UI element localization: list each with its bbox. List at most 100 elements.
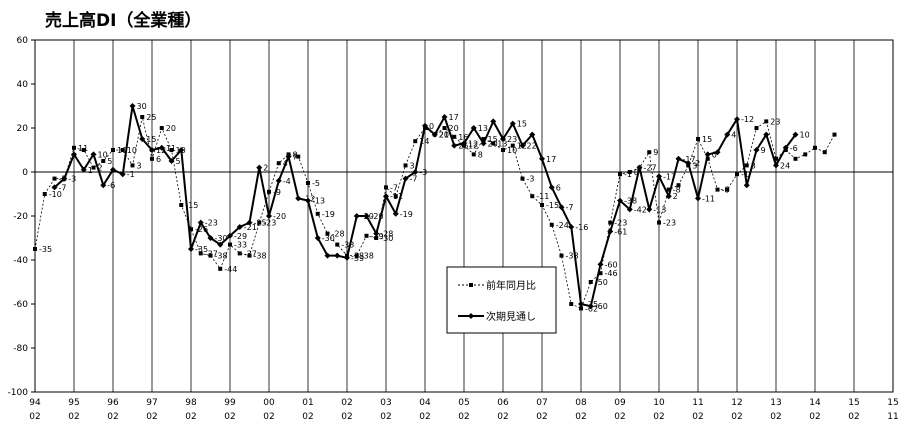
- point-yoy: [803, 152, 808, 157]
- point-yoy: [735, 172, 739, 177]
- data-label: -39: [351, 254, 364, 263]
- data-label: 2: [263, 164, 268, 173]
- x-tick-label: 06: [497, 398, 509, 408]
- point-outlook: [149, 147, 155, 153]
- data-label: -2: [692, 159, 700, 168]
- data-label: 0: [712, 150, 717, 159]
- point-outlook: [100, 182, 107, 189]
- data-label: -42: [634, 205, 647, 214]
- x-tick-label: 15: [887, 398, 898, 408]
- y-tick-label: -80: [13, 344, 28, 354]
- point-yoy: [169, 148, 174, 152]
- point-yoy: [549, 222, 554, 227]
- point-yoy: [189, 227, 193, 232]
- point-outlook: [256, 164, 263, 171]
- data-label: 10: [800, 131, 810, 140]
- point-yoy: [520, 176, 525, 181]
- legend-label-yoy: 前年同月比: [486, 279, 536, 292]
- chart-grid: [35, 40, 893, 392]
- point-outlook: [782, 144, 789, 151]
- point-outlook: [314, 235, 321, 241]
- point-outlook: [207, 235, 214, 241]
- point-outlook: [743, 182, 750, 189]
- x-sub-label: 02: [575, 412, 586, 422]
- point-yoy: [647, 150, 652, 155]
- legend-marker-yoy: [469, 283, 473, 287]
- point-outlook: [451, 142, 458, 149]
- point-outlook: [373, 230, 380, 237]
- point-outlook: [197, 219, 204, 226]
- data-label: -38: [254, 252, 267, 261]
- y-tick-label: -20: [13, 212, 28, 222]
- data-label: 2: [98, 164, 103, 173]
- point-outlook: [587, 303, 594, 310]
- x-sub-label: 02: [107, 412, 118, 422]
- point-yoy: [247, 253, 252, 258]
- legend-marker-outlook: [468, 313, 474, 319]
- data-label: 3: [137, 161, 142, 170]
- point-outlook: [119, 171, 126, 178]
- data-label: -28: [332, 230, 345, 239]
- data-label: 15: [488, 135, 498, 144]
- x-sub-label: 02: [731, 412, 742, 422]
- point-outlook: [500, 136, 506, 142]
- data-label: 6: [556, 183, 561, 192]
- x-tick-label: 03: [380, 398, 391, 408]
- point-outlook: [51, 184, 58, 191]
- point-outlook: [558, 204, 565, 211]
- data-label: 23: [770, 117, 780, 126]
- data-label: -20: [361, 212, 374, 221]
- data-label: -3: [68, 175, 76, 184]
- point-yoy: [676, 183, 681, 188]
- point-yoy: [744, 163, 749, 168]
- x-sub-label: 02: [848, 412, 859, 422]
- point-yoy: [354, 253, 359, 258]
- point-yoy: [276, 161, 281, 166]
- point-yoy: [754, 126, 759, 130]
- point-yoy: [140, 115, 145, 119]
- data-label: 25: [146, 113, 156, 122]
- data-label: -26: [195, 225, 208, 234]
- point-yoy: [179, 203, 184, 207]
- point-outlook: [578, 301, 584, 307]
- x-tick-label: 01: [302, 398, 313, 408]
- point-yoy: [296, 154, 301, 159]
- point-yoy: [393, 194, 398, 199]
- data-label: -7: [390, 183, 398, 192]
- legend-label-outlook: 次期見通し: [486, 310, 536, 323]
- data-label: 13: [478, 124, 488, 133]
- point-outlook: [334, 252, 341, 259]
- data-label: -8: [673, 186, 681, 195]
- data-label: 20: [449, 124, 459, 133]
- chart-legend: 前年同月比 次期見通し: [446, 266, 557, 334]
- data-label: 15: [146, 135, 156, 144]
- point-outlook: [509, 120, 516, 127]
- point-outlook: [470, 125, 477, 131]
- data-label: -16: [575, 223, 588, 232]
- point-outlook: [139, 136, 146, 142]
- x-sub-label: 02: [146, 412, 157, 422]
- data-label: 13: [497, 139, 507, 148]
- point-outlook: [724, 131, 731, 138]
- point-outlook: [675, 155, 682, 162]
- point-yoy: [237, 251, 242, 256]
- data-label: 9: [653, 148, 658, 157]
- data-label: -3: [59, 175, 67, 184]
- data-label: -3: [419, 168, 427, 177]
- data-label: -4: [283, 177, 291, 186]
- data-label: 23: [507, 135, 517, 144]
- x-sub-label: 02: [380, 412, 391, 422]
- point-outlook: [412, 169, 419, 175]
- point-yoy: [510, 143, 515, 148]
- point-yoy: [384, 185, 388, 190]
- data-label: 20: [166, 124, 176, 133]
- point-outlook: [236, 224, 243, 230]
- x-tick-label: 95: [68, 398, 79, 408]
- y-tick-label: 60: [17, 36, 29, 46]
- data-label: -30: [215, 234, 228, 243]
- x-tick-label: 00: [263, 398, 275, 408]
- point-outlook: [266, 213, 272, 219]
- data-label: -13: [653, 205, 666, 214]
